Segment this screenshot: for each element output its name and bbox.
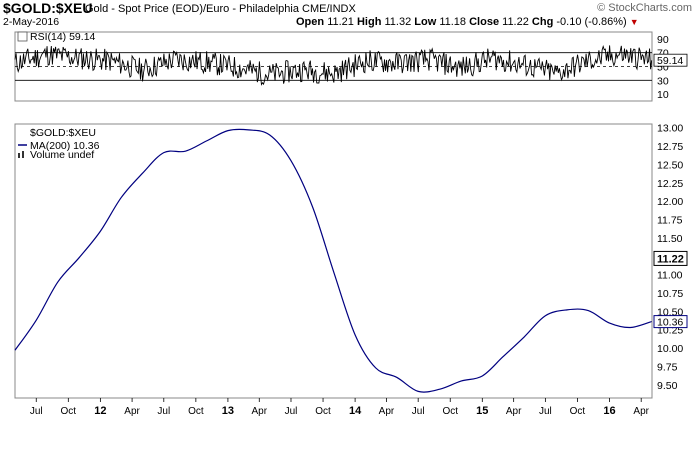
price-value-badge-text: 11.22 [657, 253, 684, 265]
quote-line: Open 11.21 High 11.32 Low 11.18 Close 11… [296, 16, 639, 28]
price-value-badge [653, 250, 688, 266]
price-y-tick-label: 11.00 [657, 270, 683, 282]
price-y-tick-label: 13.00 [657, 123, 683, 135]
rsi-y-tick-label: 50 [657, 62, 669, 74]
chart-description: Gold - Spot Price (EOD)/Euro - Philadelp… [85, 3, 356, 15]
x-tick-label: Oct [188, 406, 204, 417]
x-tick-label: Jul [539, 406, 552, 417]
x-tick-label: Apr [506, 406, 522, 417]
price-y-tick-label: 12.75 [657, 141, 683, 153]
high-value: 11.32 [384, 16, 412, 28]
price-panel-frame [14, 123, 653, 399]
chg-value: -0.10 (-0.86%) [556, 16, 627, 28]
x-tick-label: Oct [61, 406, 77, 417]
x-tick-label: Jul [30, 406, 43, 417]
price-y-tick-label: 11.50 [657, 233, 683, 245]
open-label: Open [296, 16, 325, 28]
rsi-value-badge [653, 53, 688, 67]
price-y-tick-label: 12.25 [657, 178, 683, 190]
rsi-y-tick-label: 30 [657, 75, 669, 87]
open-value: 11.21 [327, 16, 354, 28]
x-tick-label: Jul [157, 406, 170, 417]
chart-symbol: $GOLD:$XEU [3, 0, 93, 16]
high-label: High [356, 16, 382, 28]
x-tick-label: 13 [222, 405, 234, 417]
rsi-legend: RSI(14) 59.14 [17, 31, 96, 43]
price-y-tick-label: 12.50 [657, 159, 683, 171]
watermark: © StockCharts.com [597, 2, 692, 14]
rsi-value-badge-text: 59.14 [657, 55, 683, 67]
ma200-series-line [14, 128, 652, 393]
price-y-tick-label: 11.75 [657, 214, 683, 226]
volume-legend-swatch [18, 153, 20, 158]
price-legend-title: $GOLD:$XEU [30, 127, 96, 139]
chart-date: 2-May-2016 [3, 16, 60, 28]
down-triangle-icon: ▼ [629, 17, 639, 27]
x-tick-label: 14 [349, 405, 362, 417]
volume-legend-swatch [22, 151, 24, 158]
price-y-tick-label: 9.75 [657, 361, 678, 373]
rsi-legend-swatch [17, 31, 28, 42]
chg-label: Chg [531, 16, 554, 28]
ma-value-badge-text: 10.36 [657, 317, 683, 329]
x-tick-label: 16 [603, 405, 615, 417]
x-tick-label: 12 [94, 405, 106, 417]
rsi-series-line [14, 44, 653, 86]
x-tick-label: Apr [124, 406, 140, 417]
price-y-tick-label: 9.50 [657, 380, 678, 392]
x-tick-label: Oct [570, 406, 586, 417]
close-label: Close [469, 16, 500, 28]
rsi-y-tick-label: 90 [657, 34, 669, 46]
exchange-text: CME/INDX [302, 3, 356, 15]
rsi-legend-text: RSI(14) 59.14 [30, 31, 96, 43]
low-label: Low [414, 16, 437, 28]
description-text: Gold - Spot Price (EOD)/Euro - Philadelp… [85, 3, 299, 15]
low-value: 11.18 [439, 16, 467, 28]
price-y-tick-label: 10.00 [657, 343, 683, 355]
x-tick-label: Apr [633, 406, 649, 417]
rsi-y-tick-label: 10 [657, 89, 669, 101]
rsi-y-tick-label: 70 [657, 48, 669, 60]
x-tick-label: Oct [442, 406, 458, 417]
ma-legend-text: MA(200) 10.36 [30, 140, 100, 152]
price-y-tick-label: 10.75 [657, 288, 683, 300]
x-tick-label: Jul [285, 406, 298, 417]
price-y-tick-label: 12.00 [657, 196, 683, 208]
ma-value-badge [653, 315, 688, 329]
x-tick-label: Apr [379, 406, 395, 417]
x-tick-label: Oct [315, 406, 331, 417]
close-value: 11.22 [502, 16, 529, 28]
x-tick-label: Apr [251, 406, 267, 417]
volume-legend-text: Volume undef [30, 149, 94, 161]
x-tick-label: Jul [412, 406, 425, 417]
x-tick-label: 15 [476, 405, 488, 417]
